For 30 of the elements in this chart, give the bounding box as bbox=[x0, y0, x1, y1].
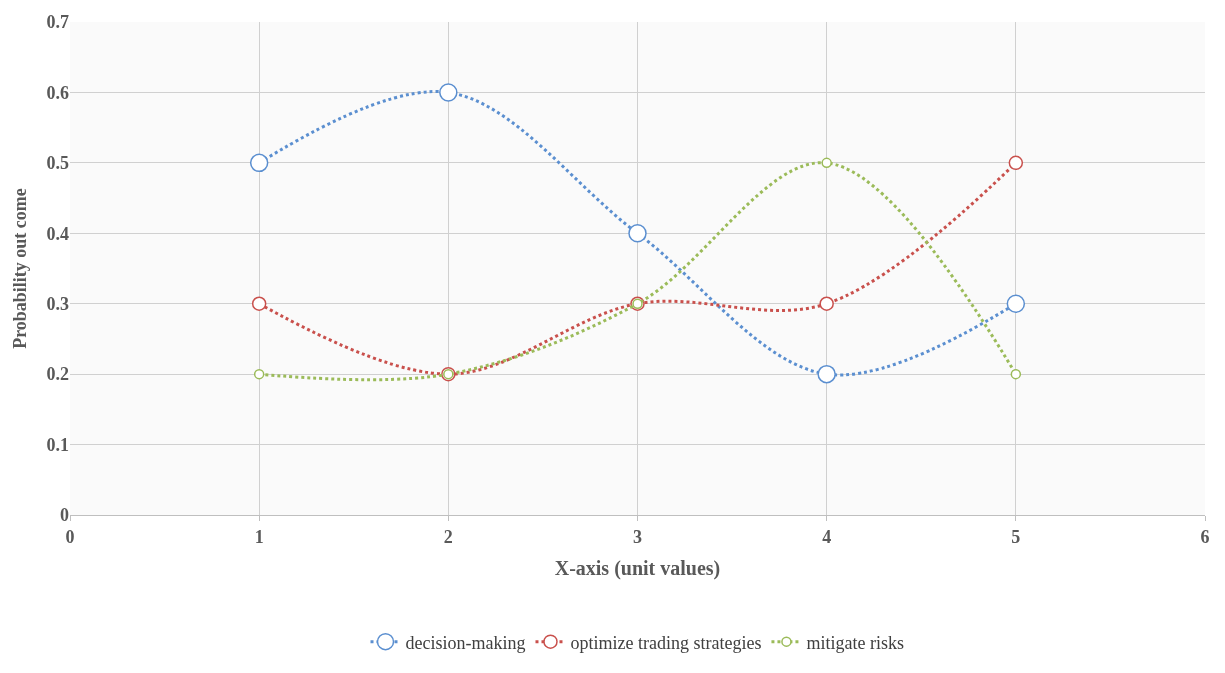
x-tick-label: 1 bbox=[254, 526, 264, 547]
y-tick-label: 0.1 bbox=[46, 434, 69, 455]
y-tick-label: 0.5 bbox=[46, 153, 69, 174]
x-tick-label: 6 bbox=[1200, 526, 1210, 547]
x-tick-label: 3 bbox=[633, 526, 642, 547]
point bbox=[817, 364, 836, 384]
y-tick-label: 0.3 bbox=[46, 294, 69, 315]
point bbox=[628, 224, 647, 243]
point bbox=[251, 296, 267, 311]
y-axis-title: Probability out come bbox=[9, 188, 30, 349]
x-tick-label: 5 bbox=[1011, 526, 1021, 547]
y-tick-label: 0.2 bbox=[46, 364, 69, 385]
legend-label: optimize trading strategies bbox=[570, 632, 762, 653]
y-tick-label: 0.6 bbox=[46, 82, 69, 103]
point bbox=[1010, 368, 1022, 380]
point bbox=[249, 153, 269, 173]
x-tick-label: 4 bbox=[822, 526, 832, 547]
legend-label: mitigate risks bbox=[806, 632, 904, 653]
point bbox=[1008, 155, 1024, 171]
y-tick-label: 0.4 bbox=[46, 223, 69, 244]
point bbox=[819, 296, 834, 311]
x-tick-label: 2 bbox=[443, 526, 453, 547]
y-tick-label: 0.7 bbox=[46, 12, 69, 33]
legend-label: decision-making bbox=[405, 632, 526, 653]
point bbox=[1006, 294, 1026, 313]
point bbox=[253, 368, 265, 380]
point bbox=[439, 83, 458, 102]
x-axis-title: X-axis (unit values) bbox=[554, 557, 721, 581]
point bbox=[821, 157, 832, 169]
y-tick-label: 0 bbox=[60, 505, 69, 526]
